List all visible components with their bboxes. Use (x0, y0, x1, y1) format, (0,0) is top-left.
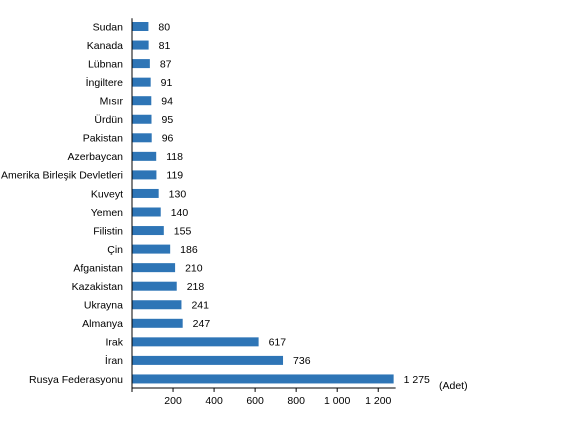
value-label: 94 (161, 96, 173, 108)
category-label: Kuveyt (91, 188, 123, 200)
unit-label: (Adet) (439, 380, 468, 392)
value-label: 95 (161, 114, 173, 126)
bar (132, 151, 157, 161)
x-tick-label: 1 000 (324, 395, 350, 407)
value-label: 140 (171, 207, 189, 219)
bar (132, 114, 152, 124)
value-label: 155 (174, 225, 192, 237)
bar (132, 207, 161, 217)
bar (132, 96, 152, 106)
value-label: 91 (161, 77, 173, 89)
category-label: Almanya (82, 318, 123, 330)
x-tick-label: 1 200 (365, 395, 391, 407)
value-label: 736 (293, 355, 311, 367)
bar (132, 133, 152, 143)
bar (132, 337, 259, 347)
bar (132, 263, 176, 273)
x-tick-label: 600 (246, 395, 264, 407)
category-label: Afganistan (73, 262, 123, 274)
bar (132, 300, 182, 310)
category-label: Ukrayna (84, 300, 123, 312)
value-label: 81 (159, 40, 171, 52)
bar (132, 244, 171, 254)
category-label: Azerbaycan (68, 151, 124, 163)
category-label: Kanada (87, 40, 123, 52)
value-label: 118 (166, 151, 183, 163)
value-label: 96 (162, 133, 174, 145)
category-label: Amerika Birleşik Devletleri (1, 170, 123, 182)
bar (132, 318, 183, 328)
category-label: Kazakistan (72, 281, 124, 293)
category-label: Filistin (93, 225, 123, 237)
category-label: İran (105, 354, 123, 367)
bar (132, 77, 151, 87)
x-tick-label: 400 (205, 395, 223, 407)
category-label: Sudan (93, 21, 124, 33)
category-labels: Sudan Kanada Lübnan İngiltere Mısır Ürdün Paki… (1, 21, 124, 385)
bar (132, 22, 149, 31)
x-axis: 200 400 600 800 1 000 1 200 (131, 18, 396, 407)
bar (132, 40, 149, 50)
x-tick-label: 800 (287, 395, 305, 407)
value-label: 186 (180, 244, 198, 256)
value-label: 1 275 (404, 374, 430, 386)
category-label: Mısır (100, 96, 124, 108)
x-tick-label: 200 (164, 395, 182, 407)
value-label: 119 (166, 170, 183, 182)
bar (132, 170, 157, 180)
value-label: 617 (269, 337, 287, 349)
value-label: 80 (158, 21, 170, 33)
bar (132, 281, 177, 291)
bar (132, 355, 284, 365)
bar (132, 59, 150, 69)
category-label: Çin (107, 244, 123, 256)
value-label: 210 (185, 262, 203, 274)
value-labels: 80 81 87 91 94 95 96 118 119 130 140 155 186 210 218 24… (158, 21, 430, 385)
category-label: İngiltere (86, 76, 124, 89)
category-label: Pakistan (83, 133, 123, 145)
value-label: 87 (160, 58, 172, 70)
category-label: Ürdün (94, 114, 123, 126)
category-label: Lübnan (88, 58, 123, 70)
value-label: 241 (191, 300, 209, 312)
bar (132, 374, 394, 384)
bar (132, 226, 164, 236)
value-label: 218 (187, 281, 205, 293)
value-label: 247 (193, 318, 211, 330)
category-label: Irak (105, 337, 123, 349)
bar (132, 188, 159, 198)
category-label: Rusya Federasyonu (29, 374, 123, 386)
category-label: Yemen (91, 207, 123, 219)
value-label: 130 (169, 188, 187, 200)
bars-layer (132, 22, 394, 384)
